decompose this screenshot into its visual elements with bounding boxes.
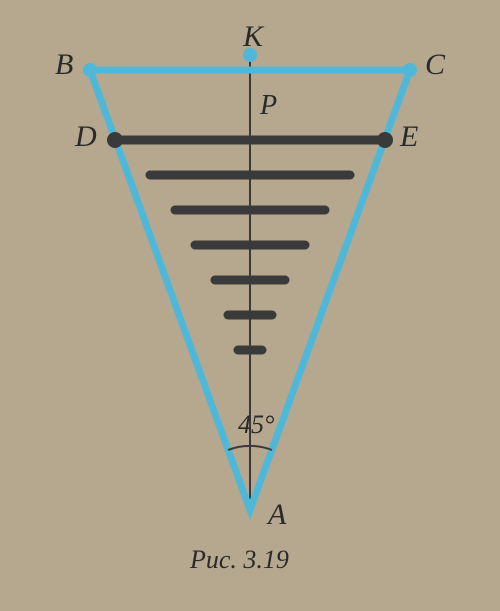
label-e: E <box>400 120 418 154</box>
label-k: K <box>243 20 263 54</box>
figure-caption: Рис. 3.19 <box>190 545 289 575</box>
label-d: D <box>75 120 97 154</box>
label-b: B <box>55 48 73 82</box>
dot-b <box>83 63 97 77</box>
label-p: P <box>260 90 277 122</box>
label-angle: 45° <box>238 410 274 440</box>
diagram-svg <box>0 0 500 606</box>
dot-d <box>107 132 123 148</box>
dot-c <box>403 63 417 77</box>
label-a: A <box>268 498 286 532</box>
dot-e <box>377 132 393 148</box>
geometry-diagram: K B C P D E A 45° Рис. 3.19 <box>0 0 500 606</box>
label-c: C <box>425 48 445 82</box>
